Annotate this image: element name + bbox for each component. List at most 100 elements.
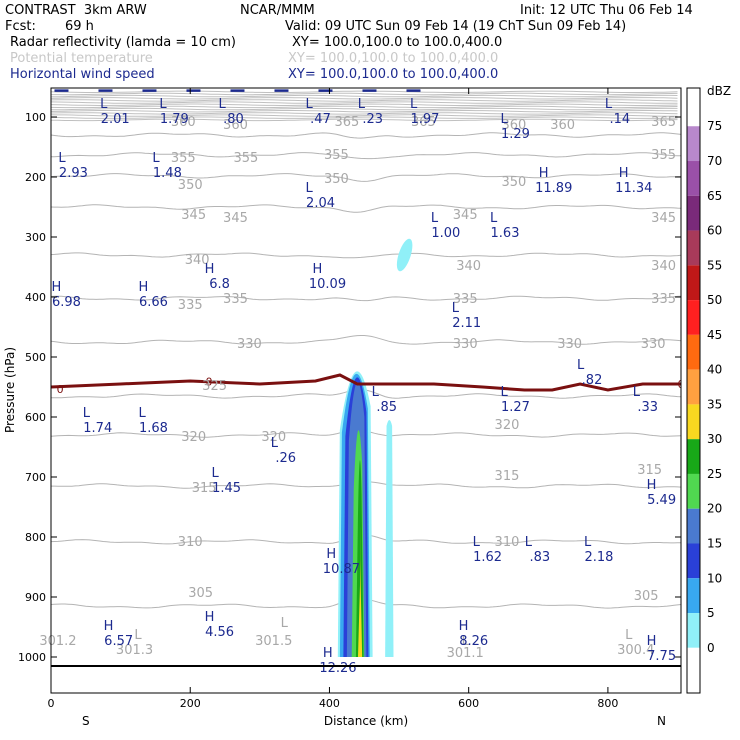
header-model: CONTRAST 3km ARW	[5, 3, 147, 18]
wind-extremum-value: 8.26	[459, 634, 488, 649]
wind-extremum-value: 1.79	[160, 112, 189, 127]
colorbar-label-45: 45	[707, 328, 722, 342]
wind-extremum-value: 10.87	[323, 562, 360, 577]
wind-extremum-value: .85	[376, 400, 397, 415]
wind-extremum-value: 2.04	[306, 196, 335, 211]
colorbar-swatch-35	[687, 404, 700, 440]
wind-extremum-value: .47	[310, 112, 331, 127]
colorbar-swatch-20	[687, 508, 700, 544]
wind-extremum-value: .80	[223, 112, 244, 127]
theta-contour-line	[51, 204, 681, 213]
wind-extremum-type: L	[525, 535, 533, 550]
theta-label: 360	[171, 115, 196, 130]
wind-extremum-value: 1.00	[431, 226, 460, 241]
header-fcst-label: Fcst:	[5, 19, 36, 34]
theta-label: 301.1	[447, 646, 484, 661]
wind-extremum-type: L	[358, 97, 366, 112]
wind-extremum-type: L	[306, 97, 314, 112]
upper-contour-band	[51, 90, 678, 122]
theta-label: 330	[237, 337, 262, 352]
wind-extremum-type: H	[323, 646, 333, 661]
theta-label: L	[281, 616, 289, 631]
freezing-level-label-mid: 0	[206, 376, 213, 389]
wind-extremum-value: 6.66	[139, 295, 168, 310]
wind-extremum-type: H	[647, 634, 657, 649]
wind-extremum-type: H	[205, 262, 215, 277]
theta-label: 355	[234, 151, 259, 166]
theta-label: 365	[411, 115, 436, 130]
field-xy-reflectivity: XY= 100.0,100.0 to 100.0,400.0	[292, 35, 503, 50]
theta-label: 350	[502, 175, 527, 190]
wind-extremum-value: 1.74	[83, 421, 112, 436]
x-axis-label: Distance (km)	[324, 714, 408, 728]
theta-label: 305	[634, 589, 659, 604]
wind-extremum-type: L	[152, 151, 160, 166]
theta-label: 365	[334, 115, 359, 130]
wind-extremum-value: 2.18	[585, 550, 614, 565]
colorbar-swatch-70	[687, 161, 700, 196]
upper-contour-line	[51, 92, 678, 96]
theta-label: L	[462, 634, 470, 649]
wind-extremum-value: 10.09	[309, 277, 346, 292]
x-tick-label: 400	[319, 697, 340, 710]
colorbar-label-25: 25	[707, 467, 722, 481]
wind-extremum-value: 1.29	[501, 127, 530, 142]
wind-extremum-type: L	[138, 406, 146, 421]
freezing-level-label-left: 0	[57, 383, 64, 396]
wind-extremum-value: 6.57	[104, 634, 133, 649]
theta-label: 350	[178, 178, 203, 193]
wind-extremum-value: .14	[610, 112, 631, 127]
upper-contour-line	[51, 107, 678, 111]
upper-contour-line	[51, 97, 678, 100]
upper-contour-line	[51, 112, 678, 115]
upper-contour-line	[51, 114, 678, 117]
y-tick-label: 1000	[18, 651, 46, 664]
wind-extremum-value: 1.45	[212, 481, 241, 496]
colorbar-top-gap	[687, 88, 700, 127]
theta-contour-line	[51, 173, 681, 182]
reflectivity-streak	[385, 420, 394, 657]
wind-extremum-type: H	[647, 478, 657, 493]
y-tick-label: 600	[25, 411, 46, 424]
wind-extremum-type: L	[452, 301, 460, 316]
field-xy-theta: XY= 100.0,100.0 to 100.0,400.0	[288, 51, 499, 66]
field-name-reflectivity: Radar reflectivity (lamda = 10 cm)	[10, 35, 236, 50]
wind-extremum-value: 1.62	[473, 550, 502, 565]
theta-label: 305	[188, 586, 213, 601]
colorbar-label-50: 50	[707, 293, 722, 307]
theta-label: 340	[185, 253, 210, 268]
plot-frame	[50, 87, 682, 694]
wind-extremum-value: 11.34	[615, 181, 652, 196]
theta-label: 315	[495, 469, 520, 484]
wind-extremum-type: H	[459, 619, 469, 634]
wind-extremum-value: 7.75	[647, 649, 676, 664]
theta-label: 340	[651, 259, 676, 274]
theta-label: 301.2	[39, 634, 76, 649]
theta-label: 355	[651, 148, 676, 163]
colorbar-swatch-75	[687, 126, 700, 162]
wind-extremum-value: 1.48	[153, 166, 182, 181]
header-fcst-value: 69 h	[65, 19, 94, 34]
colorbar-swatch-5	[687, 613, 700, 648]
colorbar-swatch-10	[687, 578, 700, 614]
y-tick-label: 500	[25, 351, 46, 364]
theta-label: 340	[456, 259, 481, 274]
theta-label: 300.4	[617, 643, 654, 658]
theta-label: 315	[192, 481, 217, 496]
colorbar-swatch-65	[687, 195, 700, 231]
colorbar-label-0: 0	[707, 641, 715, 655]
wind-extremum-value: 2.11	[452, 316, 481, 331]
colorbar-swatch-0	[687, 647, 700, 683]
y-tick-label: 700	[25, 471, 46, 484]
colorbar-label-30: 30	[707, 432, 722, 446]
wind-extremum-type: L	[58, 151, 66, 166]
theta-label: 330	[453, 337, 478, 352]
wind-extremum-type: H	[104, 619, 114, 634]
theta-labels: 360 360 365 365 360 360 365 355 355 355 355 350 350 3…	[39, 115, 676, 661]
wind-extremum-value: 2.01	[101, 112, 130, 127]
wind-extremum-type: L	[500, 385, 508, 400]
colorbar-label-55: 55	[707, 258, 722, 272]
header-org: NCAR/MMM	[240, 3, 315, 18]
wind-extremum-value: 4.56	[205, 625, 234, 640]
